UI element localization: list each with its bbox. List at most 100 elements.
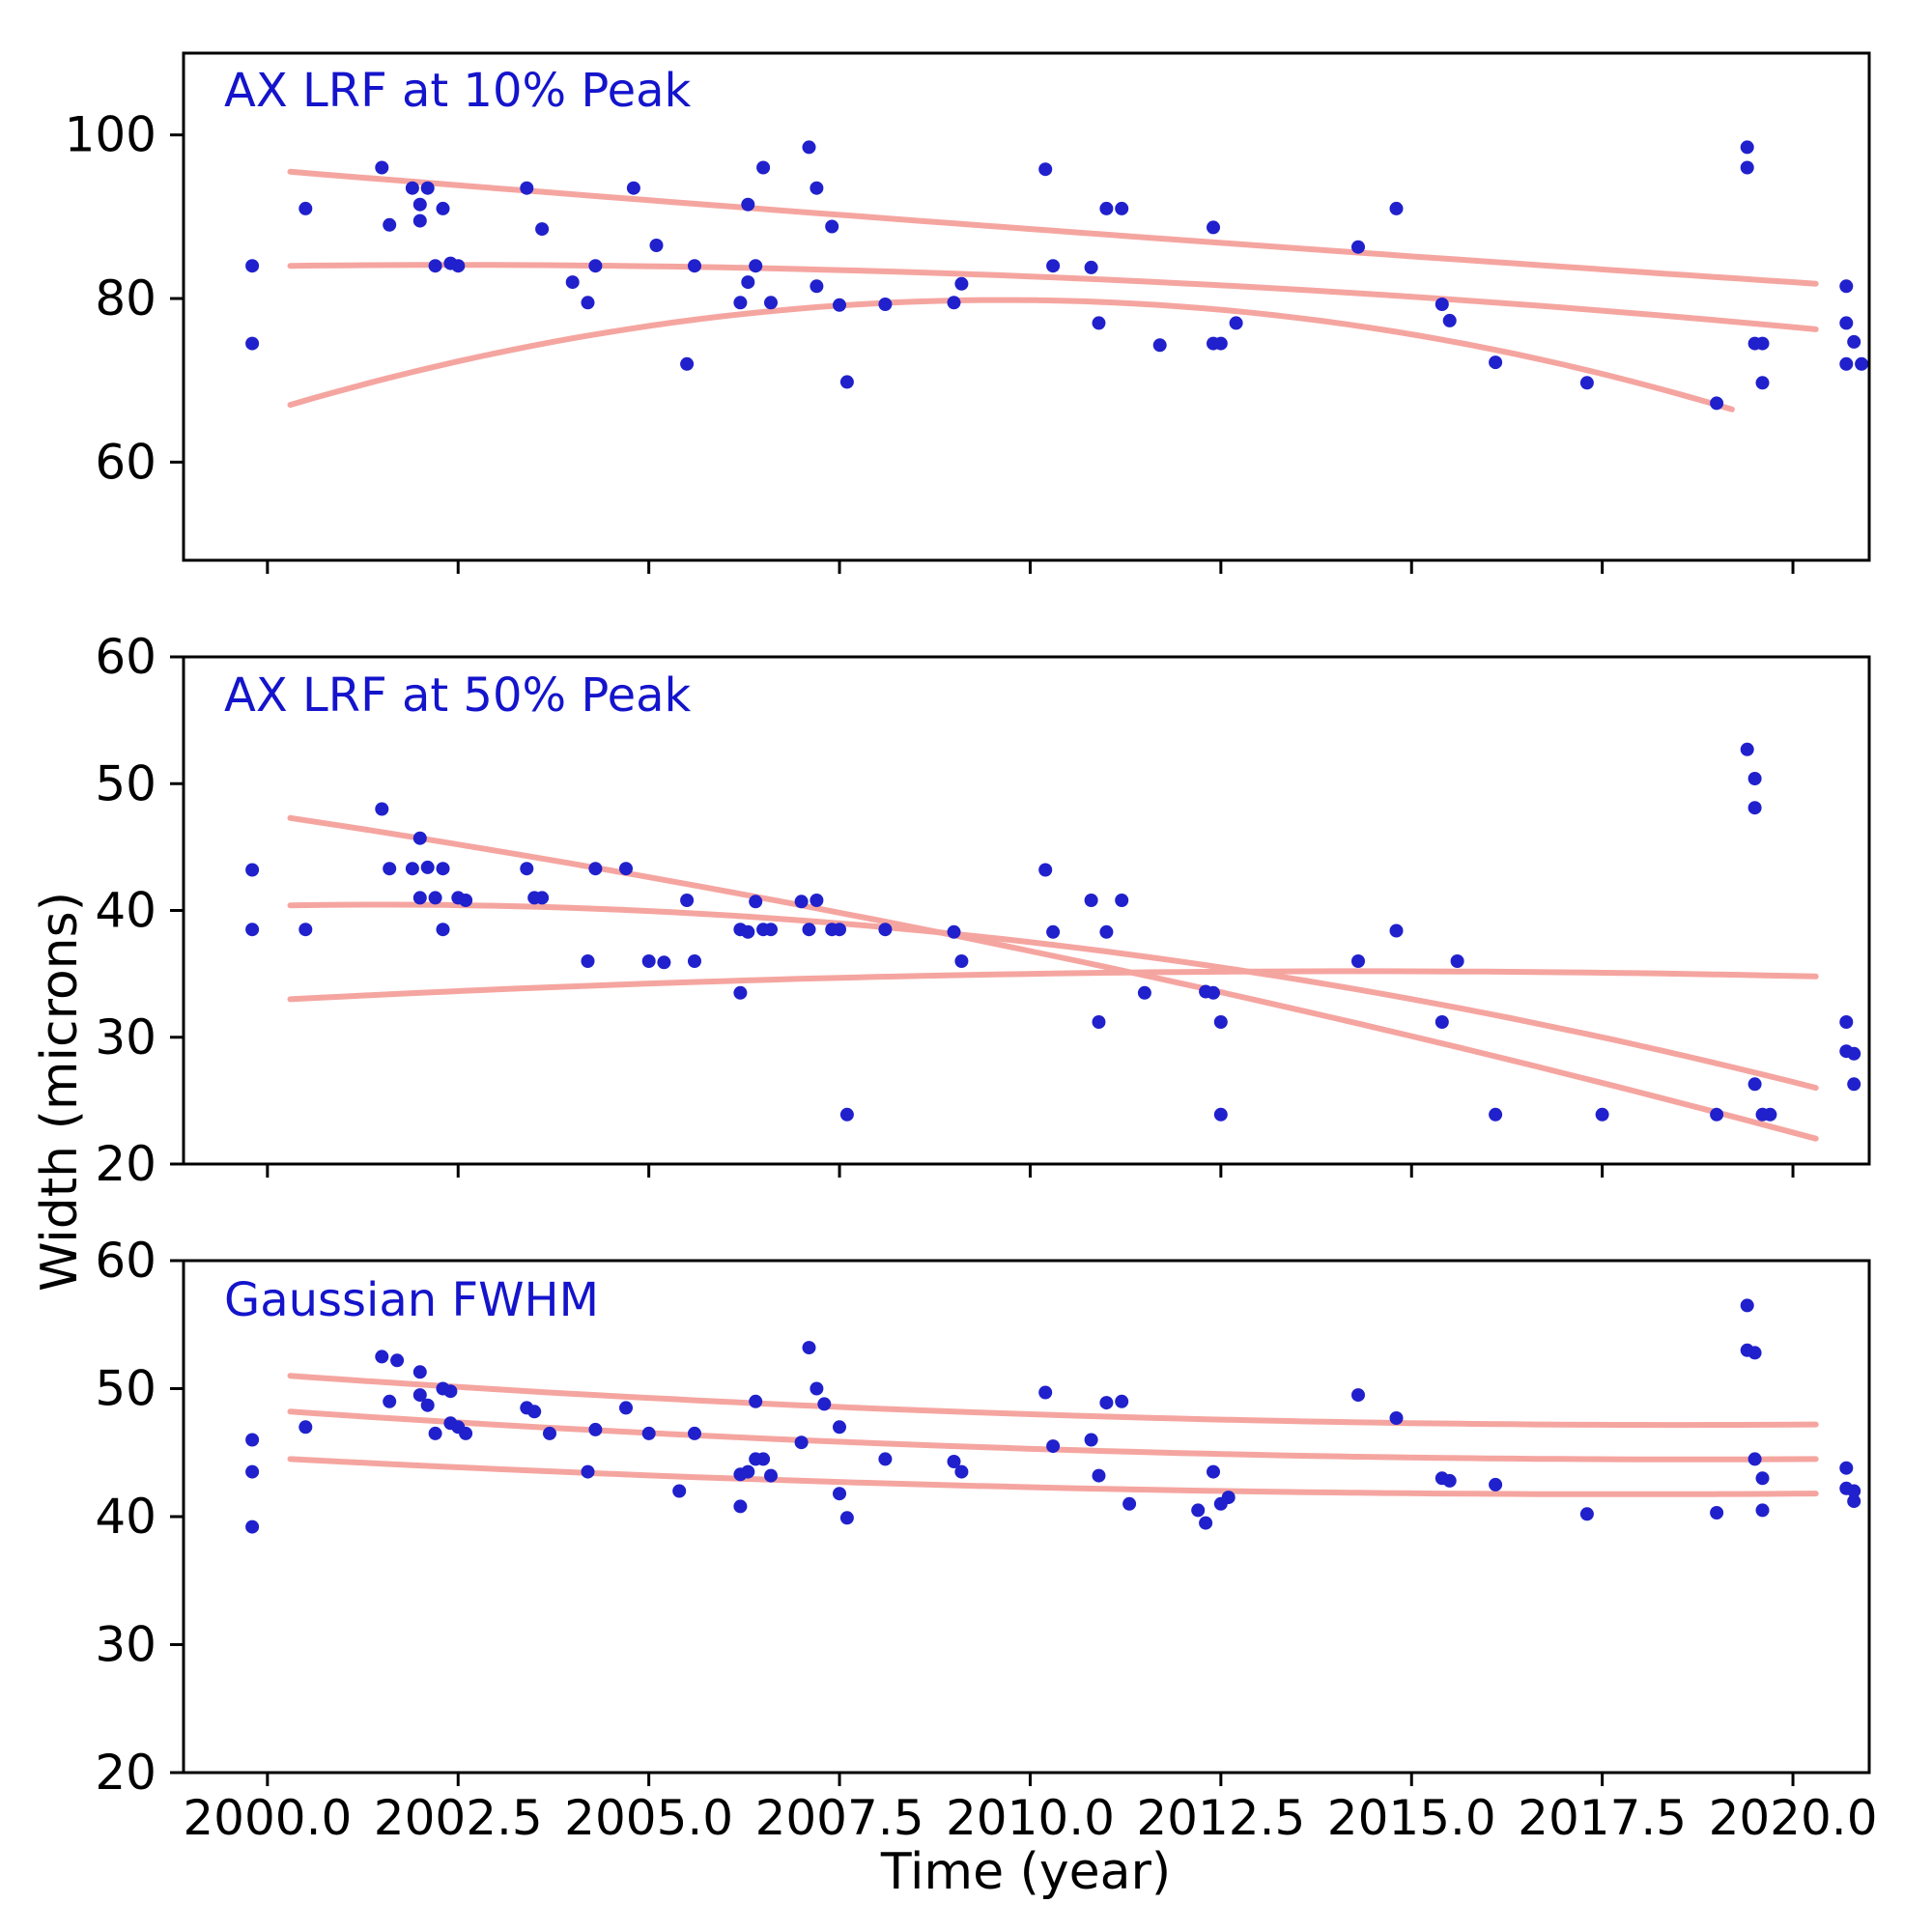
data-point	[1084, 894, 1098, 907]
data-point	[520, 862, 534, 876]
data-point	[1489, 1477, 1503, 1492]
x-tick-label: 2010.0	[946, 1790, 1115, 1846]
data-point	[810, 894, 824, 907]
data-point	[298, 923, 313, 937]
data-point	[428, 1426, 442, 1440]
data-point	[1207, 985, 1220, 1000]
data-point	[947, 296, 961, 310]
data-point	[1046, 259, 1061, 273]
data-point	[1199, 1516, 1213, 1530]
data-point	[1046, 924, 1061, 939]
data-point	[245, 1433, 260, 1447]
fit-curve-1	[287, 1373, 1819, 1429]
data-point	[1847, 1077, 1861, 1092]
data-point	[810, 1381, 824, 1396]
data-point	[1351, 954, 1365, 968]
data-point	[420, 860, 435, 874]
data-point	[1489, 1107, 1503, 1122]
data-point	[688, 954, 701, 968]
data-point	[375, 160, 389, 175]
data-point	[1847, 1494, 1861, 1509]
data-point	[1046, 1439, 1061, 1454]
data-point	[680, 356, 695, 371]
data-point	[833, 298, 846, 312]
data-point	[1351, 240, 1365, 254]
data-point	[245, 1520, 260, 1534]
data-point	[649, 239, 664, 252]
data-point	[588, 862, 603, 876]
data-point	[733, 296, 748, 310]
data-point	[1710, 396, 1724, 411]
y-tick-label: 30	[95, 1617, 156, 1673]
data-point	[1038, 162, 1053, 177]
data-point	[749, 259, 763, 273]
data-point	[756, 160, 771, 175]
data-point	[1747, 1077, 1762, 1092]
x-tick-label: 2012.5	[1136, 1790, 1305, 1846]
data-point	[1740, 742, 1754, 756]
data-point	[581, 1464, 595, 1479]
data-point	[543, 1426, 556, 1440]
panel3-title: Gaussian FWHM	[224, 1273, 600, 1327]
data-point	[420, 1398, 435, 1412]
data-point	[451, 259, 466, 273]
data-point	[1389, 1411, 1404, 1425]
data-point	[794, 895, 809, 909]
data-point	[839, 375, 854, 389]
data-point	[375, 1350, 389, 1364]
data-point	[1389, 923, 1404, 938]
data-point	[588, 259, 603, 273]
data-point	[741, 924, 755, 939]
data-point	[954, 276, 969, 291]
data-point	[947, 1455, 961, 1468]
data-point	[1092, 316, 1106, 330]
data-point	[436, 862, 450, 876]
y-tick-label: 30	[95, 1009, 156, 1065]
y-tick-label: 60	[95, 629, 156, 685]
data-point	[459, 894, 473, 907]
data-point	[733, 1499, 748, 1514]
panel-3: 20 30 40 50 60 2000.0 2002.5 2005.0 2007.5 2010.0…	[95, 1233, 1877, 1846]
data-point	[1847, 1046, 1861, 1061]
data-point	[298, 201, 313, 215]
data-point	[412, 1365, 427, 1379]
data-point	[1847, 334, 1861, 349]
data-point	[680, 894, 695, 907]
data-point	[443, 1384, 458, 1399]
data-point	[245, 923, 260, 937]
data-point	[1747, 1346, 1762, 1360]
data-point	[825, 219, 839, 234]
data-point	[1115, 1394, 1129, 1408]
fit-curve-3	[287, 1456, 1819, 1497]
data-point	[588, 1422, 603, 1436]
fit-curve-1	[287, 814, 1819, 1142]
data-point	[1351, 1388, 1365, 1403]
data-point	[412, 197, 427, 212]
data-point	[1099, 924, 1114, 939]
data-point	[878, 1452, 893, 1466]
data-point	[947, 924, 961, 939]
data-point	[383, 1394, 397, 1408]
data-point	[1839, 279, 1854, 294]
data-point	[1747, 1452, 1762, 1466]
data-point	[954, 1464, 969, 1479]
data-point	[833, 923, 846, 937]
fit-curve-3	[287, 968, 1819, 1003]
data-point	[1839, 316, 1854, 330]
data-point	[405, 862, 419, 876]
x-tick-label: 2007.5	[755, 1790, 924, 1846]
data-point	[412, 1388, 427, 1403]
data-point	[520, 181, 534, 195]
data-point	[1579, 1507, 1594, 1521]
y-tick-label: 40	[95, 1489, 156, 1545]
data-point	[1207, 220, 1220, 235]
data-point	[412, 891, 427, 905]
x-tick-label: 2017.5	[1518, 1790, 1687, 1846]
scatter-points	[245, 742, 1861, 1122]
data-point	[688, 259, 701, 273]
data-point	[1084, 1433, 1098, 1447]
data-point	[1435, 298, 1449, 311]
data-point	[657, 955, 671, 970]
data-point	[741, 197, 755, 212]
